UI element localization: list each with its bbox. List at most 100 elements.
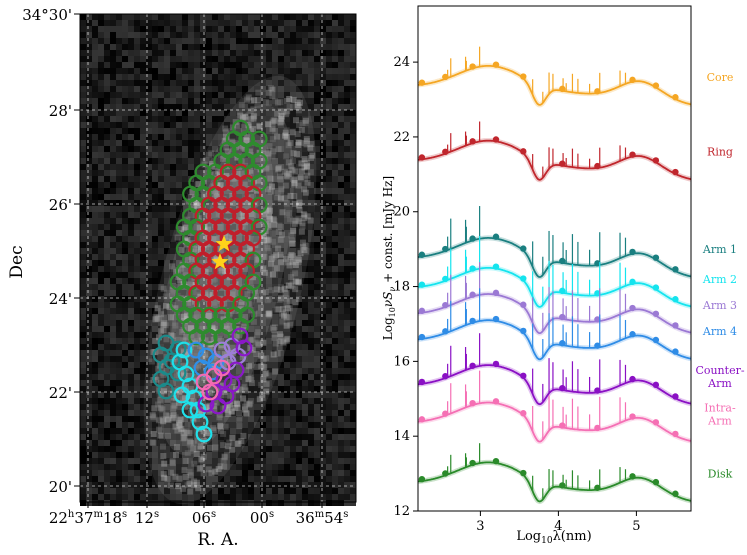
noise-pixel [122, 374, 128, 380]
noise-pixel [272, 74, 278, 80]
noise-pixel [314, 14, 320, 20]
noise-pixel [176, 350, 182, 356]
noise-pixel [290, 140, 296, 146]
galaxy-pixel [170, 394, 177, 401]
noise-pixel [344, 362, 350, 368]
noise-pixel [110, 482, 116, 488]
noise-pixel [116, 434, 122, 440]
noise-pixel [260, 500, 266, 506]
noise-pixel [296, 20, 302, 26]
galaxy-pixel [228, 408, 235, 415]
noise-pixel [92, 104, 98, 110]
galaxy-pixel [212, 190, 219, 197]
galaxy-pixel [253, 363, 260, 370]
noise-pixel [104, 200, 110, 206]
noise-pixel [308, 482, 314, 488]
noise-pixel [290, 350, 296, 356]
noise-pixel [260, 26, 266, 32]
noise-pixel [104, 92, 110, 98]
noise-pixel [110, 158, 116, 164]
noise-pixel [266, 494, 272, 500]
observed-point [594, 88, 601, 95]
noise-pixel [218, 68, 224, 74]
noise-pixel [236, 146, 242, 152]
noise-pixel [290, 188, 296, 194]
noise-pixel [92, 308, 98, 314]
galaxy-pixel [149, 412, 156, 419]
noise-pixel [98, 152, 104, 158]
noise-pixel [182, 116, 188, 122]
noise-pixel [116, 458, 122, 464]
noise-pixel [254, 350, 260, 356]
noise-pixel [338, 206, 344, 212]
galaxy-pixel [236, 109, 243, 116]
noise-pixel [98, 434, 104, 440]
galaxy-pixel [304, 213, 311, 220]
noise-pixel [170, 62, 176, 68]
noise-pixel [182, 122, 188, 128]
noise-pixel [176, 158, 182, 164]
noise-pixel [266, 188, 272, 194]
noise-pixel [272, 86, 278, 92]
noise-pixel [314, 314, 320, 320]
noise-pixel [194, 344, 200, 350]
noise-pixel [284, 140, 290, 146]
noise-pixel [146, 476, 152, 482]
noise-pixel [320, 206, 326, 212]
noise-pixel [200, 446, 206, 452]
noise-pixel [344, 50, 350, 56]
galaxy-pixel [155, 417, 162, 424]
noise-pixel [266, 32, 272, 38]
galaxy-pixel [210, 427, 217, 434]
noise-pixel [248, 422, 254, 428]
galaxy-pixel [263, 165, 270, 172]
noise-pixel [200, 356, 206, 362]
noise-pixel [218, 248, 224, 254]
noise-pixel [110, 62, 116, 68]
galaxy-pixel [280, 108, 287, 115]
noise-pixel [206, 116, 212, 122]
noise-pixel [116, 212, 122, 218]
noise-pixel [344, 308, 350, 314]
noise-pixel [200, 434, 206, 440]
galaxy-pixel [161, 474, 168, 481]
noise-pixel [194, 170, 200, 176]
noise-pixel [134, 338, 140, 344]
noise-pixel [128, 488, 134, 494]
noise-pixel [290, 500, 296, 506]
noise-pixel [278, 434, 284, 440]
noise-pixel [230, 26, 236, 32]
noise-pixel [344, 56, 350, 62]
noise-pixel [350, 350, 356, 356]
noise-pixel [116, 446, 122, 452]
noise-pixel [104, 68, 110, 74]
noise-pixel [128, 134, 134, 140]
noise-pixel [182, 392, 188, 398]
noise-pixel [134, 440, 140, 446]
noise-pixel [80, 128, 86, 134]
galaxy-pixel [161, 460, 168, 467]
noise-pixel [242, 368, 248, 374]
noise-pixel [302, 362, 308, 368]
noise-pixel [212, 404, 218, 410]
noise-pixel [278, 386, 284, 392]
noise-pixel [272, 194, 278, 200]
noise-pixel [206, 464, 212, 470]
noise-pixel [176, 392, 182, 398]
noise-pixel [128, 344, 134, 350]
noise-pixel [98, 458, 104, 464]
noise-pixel [188, 116, 194, 122]
noise-pixel [350, 380, 356, 386]
noise-pixel [92, 158, 98, 164]
noise-pixel [98, 260, 104, 266]
noise-pixel [122, 140, 128, 146]
noise-pixel [230, 344, 236, 350]
noise-pixel [110, 68, 116, 74]
noise-pixel [260, 398, 266, 404]
galaxy-pixel [190, 482, 197, 489]
galaxy-pixel [307, 144, 314, 151]
noise-pixel [260, 194, 266, 200]
galaxy-pixel [160, 416, 167, 423]
noise-pixel [320, 56, 326, 62]
noise-pixel [260, 386, 266, 392]
